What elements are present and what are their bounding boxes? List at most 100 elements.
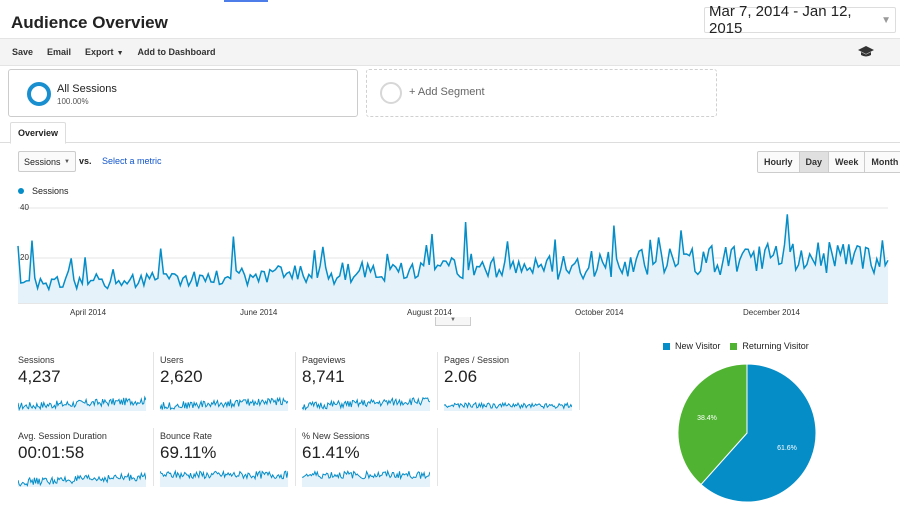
date-range-picker[interactable]: Mar 7, 2014 - Jan 12, 2015 ▼ — [704, 3, 896, 37]
sessions-line — [17, 214, 889, 292]
pie-legend: New Visitor Returning Visitor — [663, 341, 819, 351]
metric-new-sessions[interactable]: % New Sessions 61.41% — [302, 431, 432, 487]
select-metric-link[interactable]: Select a metric — [102, 156, 162, 166]
chevron-down-icon: ▼ — [116, 50, 124, 57]
segment-ring-icon — [27, 82, 51, 106]
segment-name: All Sessions — [57, 83, 117, 95]
tab-overview[interactable]: Overview — [10, 122, 67, 144]
chevron-down-icon: ▼ — [64, 158, 70, 165]
metric-label: % New Sessions — [302, 431, 370, 441]
sparkline-fill — [302, 471, 430, 487]
add-segment-label: + Add Segment — [409, 86, 485, 98]
page-title: Audience Overview — [11, 13, 168, 32]
sparkline-line — [18, 395, 146, 411]
sessions-area — [18, 214, 888, 303]
granularity-hourly[interactable]: Hourly — [758, 152, 800, 172]
granularity-week[interactable]: Week — [829, 152, 866, 172]
legend-label: Returning Visitor — [742, 341, 809, 351]
metric-dropdown-value: Sessions — [24, 156, 61, 167]
date-range-text: Mar 7, 2014 - Jan 12, 2015 — [709, 3, 852, 37]
sessions-legend-dot — [18, 188, 24, 194]
graduation-cap-icon[interactable] — [858, 45, 874, 62]
legend-new-visitor[interactable]: New Visitor — [663, 341, 720, 351]
metric-label: Pages / Session — [444, 355, 510, 365]
metric-value: 8,741 — [302, 367, 345, 386]
pie-slice-returning-visitor[interactable] — [677, 363, 748, 486]
pageviews-sparkline — [302, 396, 430, 411]
sessions-line-chart[interactable]: 40 20 April 2014 June 2014 August 2014 O… — [0, 198, 900, 320]
metric-label: Users — [160, 355, 184, 365]
sparkline-line — [302, 469, 430, 481]
legend-label: New Visitor — [675, 341, 721, 351]
top-accent-line — [224, 0, 268, 2]
metric-label: Avg. Session Duration — [18, 431, 107, 441]
y-tick-label: 20 — [20, 253, 29, 262]
sessions-legend-label: Sessions — [32, 186, 69, 196]
metric-value: 69.11% — [160, 443, 217, 462]
divider — [295, 428, 296, 486]
metric-value: 61.41% — [302, 443, 360, 462]
x-tick-label: October 2014 — [575, 308, 624, 317]
divider — [153, 352, 154, 410]
pages-per-session-sparkline — [444, 401, 572, 411]
pie-slice-label: 38.4% — [697, 415, 717, 422]
pie-slice-label: 61.6% — [777, 445, 797, 452]
divider — [579, 352, 580, 410]
empty-segment-ring-icon — [380, 82, 402, 104]
sparkline-fill — [302, 397, 430, 411]
metric-label: Bounce Rate — [160, 431, 213, 441]
avg-session-duration-sparkline — [18, 471, 146, 487]
divider — [437, 352, 438, 410]
metric-dropdown[interactable]: Sessions ▼ — [18, 151, 76, 172]
tab-row: Overview — [0, 120, 900, 144]
metric-pages-per-session[interactable]: Pages / Session 2.06 — [444, 355, 574, 411]
sparkline-line — [18, 471, 146, 487]
metric-value: 2.06 — [444, 367, 478, 386]
granularity-month[interactable]: Month — [865, 152, 900, 172]
divider — [153, 428, 154, 486]
metric-value: 4,237 — [18, 367, 61, 386]
segment-all-sessions[interactable]: All Sessions 100.00% — [8, 69, 358, 117]
pie-slice-new-visitor[interactable] — [700, 363, 817, 503]
visitor-pie-chart[interactable]: 61.6% 38.4% — [676, 362, 818, 504]
sparkline-line — [160, 396, 288, 411]
metric-value: 00:01:58 — [18, 443, 85, 462]
chevron-down-icon: ▼ — [881, 14, 891, 26]
x-tick-label: December 2014 — [743, 308, 800, 317]
divider — [437, 428, 438, 486]
granularity-day[interactable]: Day — [799, 152, 830, 172]
sparkline-fill — [18, 397, 146, 411]
x-tick-label: August 2014 — [407, 308, 452, 317]
metric-label: Pageviews — [302, 355, 346, 365]
legend-returning-visitor[interactable]: Returning Visitor — [730, 341, 809, 351]
metric-users[interactable]: Users 2,620 — [160, 355, 290, 411]
legend-swatch — [730, 342, 738, 350]
export-button[interactable]: Export ▼ — [85, 47, 123, 57]
y-tick-label: 40 — [20, 203, 29, 212]
legend-swatch — [663, 342, 670, 350]
sparkline-fill — [160, 398, 288, 411]
chart-resize-handle[interactable]: ▼ — [435, 317, 471, 326]
metric-sessions[interactable]: Sessions 4,237 — [18, 355, 148, 411]
new-sessions-sparkline — [302, 469, 430, 487]
bounce-rate-sparkline — [160, 469, 288, 487]
metric-bounce-rate[interactable]: Bounce Rate 69.11% — [160, 431, 290, 487]
export-label: Export — [85, 47, 114, 57]
sessions-sparkline — [18, 395, 146, 411]
add-to-dashboard-button[interactable]: Add to Dashboard — [137, 47, 216, 57]
metric-label: Sessions — [18, 355, 55, 365]
x-tick-label: June 2014 — [240, 308, 278, 317]
sparkline-line — [302, 396, 430, 411]
users-sparkline — [160, 396, 288, 411]
vs-label: vs. — [79, 156, 92, 166]
metric-pageviews[interactable]: Pageviews 8,741 — [302, 355, 432, 411]
segment-percent: 100.00% — [57, 97, 89, 106]
report-toolbar: Save Email Export ▼ Add to Dashboard — [0, 38, 900, 66]
metric-value: 2,620 — [160, 367, 203, 386]
add-segment-box[interactable]: + Add Segment — [366, 69, 717, 117]
email-button[interactable]: Email — [47, 47, 72, 57]
divider — [295, 352, 296, 410]
x-tick-label: April 2014 — [70, 308, 107, 317]
metric-avg-session-duration[interactable]: Avg. Session Duration 00:01:58 — [18, 431, 148, 487]
save-button[interactable]: Save — [12, 47, 34, 57]
